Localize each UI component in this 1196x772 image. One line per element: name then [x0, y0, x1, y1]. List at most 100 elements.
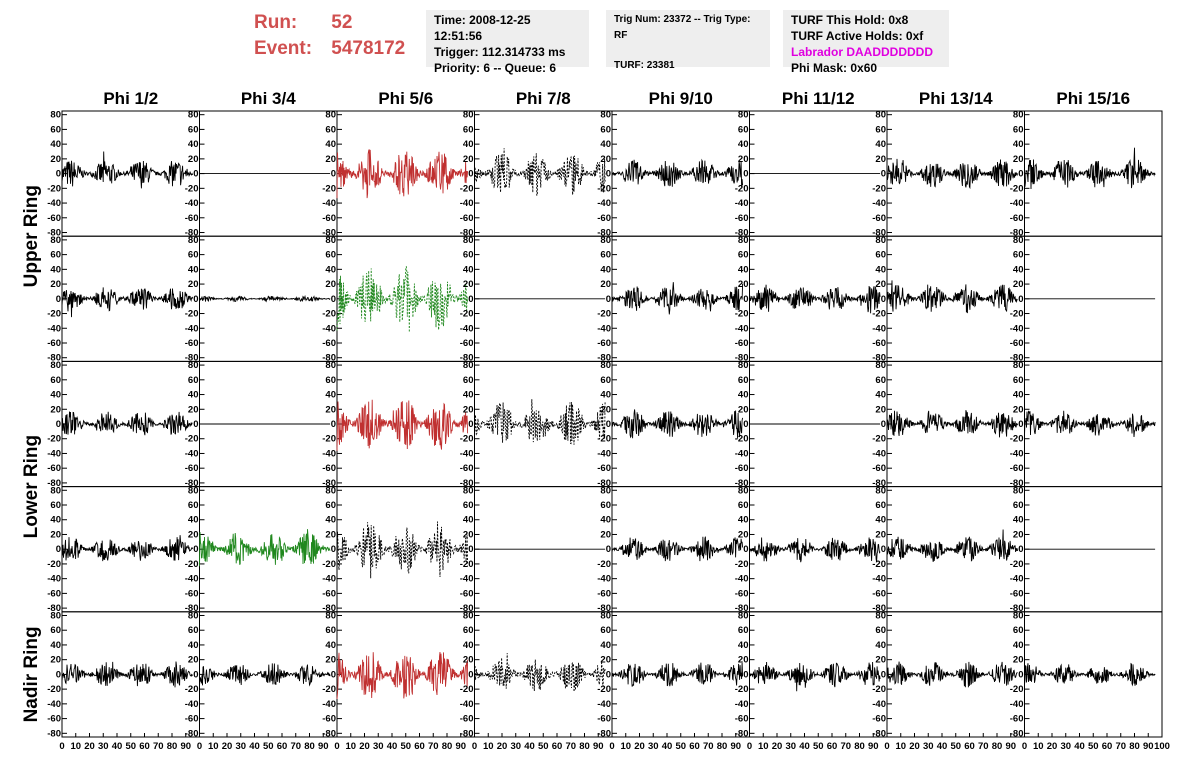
y-tick-label: -80: [735, 353, 749, 364]
waveform-trace: [336, 651, 469, 700]
y-tick-label: 40: [50, 515, 61, 526]
y-tick-label: -60: [735, 463, 749, 474]
y-tick-label: -60: [597, 714, 611, 725]
y-tick-label: 0: [331, 669, 336, 680]
trig-num-text: Trig Num: 23372 -- Trig Type: RF: [614, 14, 751, 41]
y-tick-label: 60: [600, 124, 611, 135]
y-tick-label: -80: [735, 478, 749, 489]
y-tick-label: 0: [606, 669, 611, 680]
run-label: Run:: [254, 12, 298, 33]
x-tick-label: 60: [1102, 741, 1113, 752]
y-tick-label: 60: [50, 124, 61, 135]
y-tick-label: 0: [881, 169, 886, 180]
waveform-trace: [336, 399, 469, 451]
y-tick-label: 60: [463, 375, 474, 386]
y-tick-label: 0: [331, 169, 336, 180]
y-tick-label: -80: [460, 478, 474, 489]
y-tick-label: 80: [463, 485, 474, 496]
y-tick-label: -60: [872, 463, 886, 474]
y-tick-label: 0: [606, 419, 611, 430]
y-tick-label: 20: [600, 404, 611, 415]
y-tick-label: 60: [738, 625, 749, 636]
y-tick-label: -40: [735, 323, 749, 334]
y-tick-label: 60: [463, 250, 474, 261]
y-tick-label: 0: [331, 294, 336, 305]
y-tick-label: 40: [1013, 264, 1024, 275]
y-tick-label: 0: [743, 669, 748, 680]
y-tick-label: -80: [597, 353, 611, 364]
y-tick-label: 20: [875, 655, 886, 666]
y-tick-label: 20: [600, 655, 611, 666]
waveform-panel: 80 60 40 20 0 -20 -40 -60 -80: [872, 360, 1025, 489]
x-tick-label: 30: [235, 741, 246, 752]
y-tick-label: -60: [597, 588, 611, 599]
x-tick-label: 0: [747, 741, 752, 752]
y-tick-label: 40: [875, 139, 886, 150]
y-tick-label: -80: [47, 603, 61, 614]
y-tick-label: 40: [463, 139, 474, 150]
turf-active-text: TURF Active Holds: 0xf: [791, 29, 924, 43]
x-tick-label: 30: [98, 741, 109, 752]
y-tick-label: 40: [325, 640, 336, 651]
waveform-trace: [886, 661, 1018, 688]
y-tick-label: 40: [463, 390, 474, 401]
column-header: Phi 15/16: [1056, 89, 1130, 108]
y-tick-label: -20: [460, 434, 474, 445]
x-tick-label: 60: [414, 741, 425, 752]
y-tick-label: 60: [50, 375, 61, 386]
x-tick-label: 30: [785, 741, 796, 752]
y-tick-label: 80: [188, 610, 199, 621]
y-tick-label: 0: [606, 294, 611, 305]
y-tick-label: 0: [468, 419, 473, 430]
y-tick-label: -20: [1010, 434, 1024, 445]
x-tick-label: 10: [208, 741, 219, 752]
panel-frame: [474, 360, 613, 488]
x-tick-label: 20: [222, 741, 233, 752]
y-tick-label: 20: [188, 529, 199, 540]
y-tick-label: -20: [735, 183, 749, 194]
waveform-panel: 80 60 40 20 0 -20 -40 -60 -80: [322, 235, 475, 364]
y-tick-label: -20: [597, 684, 611, 695]
y-tick-label: -80: [322, 353, 336, 364]
y-tick-label: 40: [1013, 390, 1024, 401]
y-tick-label: 80: [463, 610, 474, 621]
y-tick-label: 0: [743, 169, 748, 180]
x-tick-label: 100: [1154, 741, 1170, 752]
y-tick-label: 0: [331, 419, 336, 430]
y-tick-label: -40: [1010, 699, 1024, 710]
y-tick-label: 40: [325, 390, 336, 401]
x-tick-label: 0: [609, 741, 614, 752]
y-tick-label: 0: [193, 669, 198, 680]
y-tick-label: -40: [597, 323, 611, 334]
y-tick-label: 60: [50, 250, 61, 261]
y-tick-label: 40: [738, 264, 749, 275]
y-tick-label: -80: [460, 603, 474, 614]
y-tick-label: -60: [322, 338, 336, 349]
y-tick-label: 80: [738, 360, 749, 371]
waveform-trace: [336, 521, 469, 579]
x-tick-label: 0: [334, 741, 339, 752]
y-tick-label: -40: [872, 448, 886, 459]
event-line: Event: 5478172: [254, 36, 424, 62]
y-tick-label: -60: [460, 213, 474, 224]
y-tick-label: -40: [597, 198, 611, 209]
y-tick-label: 20: [738, 154, 749, 165]
y-tick-label: -60: [872, 588, 886, 599]
x-tick-label: 90: [868, 741, 879, 752]
x-tick-label: 50: [813, 741, 824, 752]
x-tick-label: 40: [799, 741, 810, 752]
y-tick-label: 80: [325, 235, 336, 246]
y-tick-label: -60: [872, 338, 886, 349]
y-tick-label: -20: [597, 434, 611, 445]
y-tick-label: 0: [193, 544, 198, 555]
y-tick-label: -40: [872, 699, 886, 710]
y-tick-label: 80: [1013, 360, 1024, 371]
waveform-panel: 80 60 40 20 0 -20 -40 -60 -80: [460, 360, 613, 489]
y-tick-label: 20: [1013, 529, 1024, 540]
y-tick-label: -40: [185, 323, 199, 334]
waveform-panel: 80 60 40 20 0 -20 -40 -60 -80: [1010, 485, 1163, 614]
y-tick-label: 80: [325, 110, 336, 121]
